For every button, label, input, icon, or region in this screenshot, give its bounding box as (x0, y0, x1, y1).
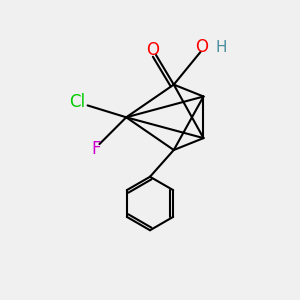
Text: Cl: Cl (69, 93, 85, 111)
Text: H: H (216, 40, 227, 55)
Text: F: F (92, 140, 101, 158)
Text: O: O (196, 38, 208, 56)
Text: O: O (146, 41, 160, 59)
